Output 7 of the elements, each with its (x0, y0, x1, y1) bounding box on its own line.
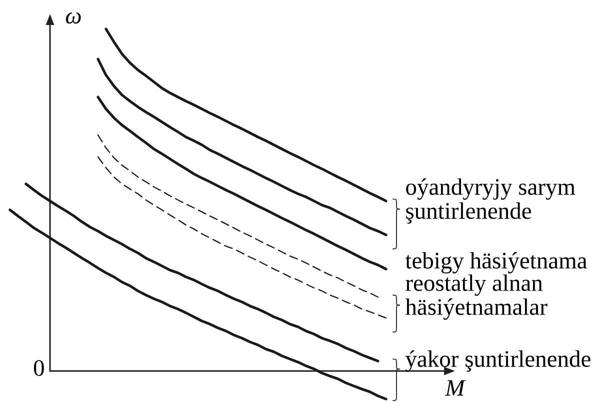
y-axis-title: ω (66, 12, 81, 24)
legend-label: tebigy häsiýetnama (405, 252, 587, 274)
series-label: oýandyryjy sarym şuntirlenende (406, 178, 576, 224)
legend-label: ýakor şuntirlenende (405, 350, 590, 372)
x-axis-title: M (444, 380, 466, 396)
series-label: reostatly alnan häsiýetnamalar (405, 274, 548, 320)
annotation: 0 (34, 360, 44, 376)
